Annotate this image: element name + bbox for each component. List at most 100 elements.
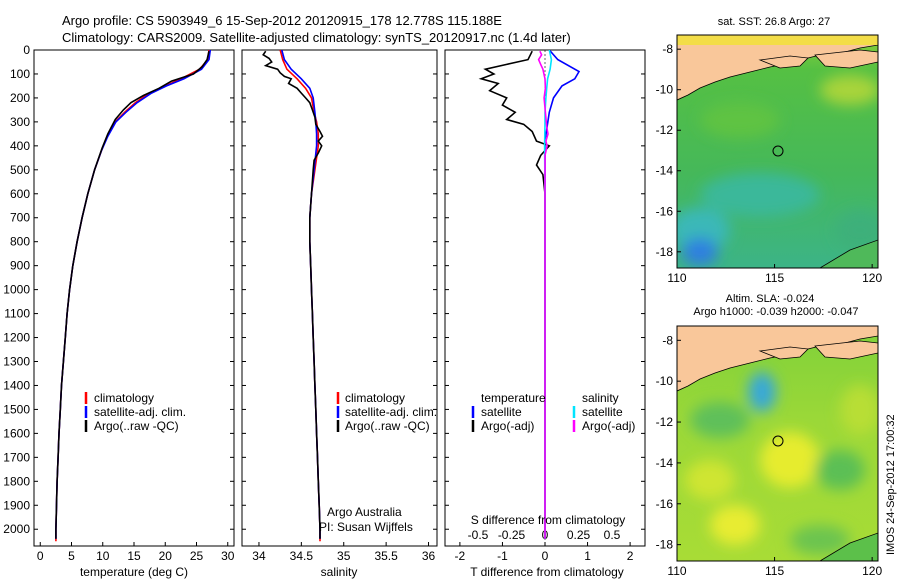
legend-label-climatology: climatology bbox=[94, 391, 154, 405]
difference-legend: temperature satellite Argo(-adj) salinit… bbox=[471, 391, 635, 433]
x-tick-label: 36 bbox=[422, 549, 436, 563]
annotation-pi: PI: Susan Wijffels bbox=[319, 520, 413, 534]
sst-field-texture bbox=[677, 75, 878, 266]
map-y-tick-label: -18 bbox=[656, 245, 674, 259]
y-tick-label: 1800 bbox=[3, 474, 30, 488]
map-x-tick-label: 120 bbox=[862, 271, 882, 285]
sst-land-australia bbox=[819, 239, 878, 268]
legend-label-temp-argo: Argo(-adj) bbox=[481, 419, 534, 433]
x-tick-label: 35.5 bbox=[374, 549, 398, 563]
map-y-tick-label: -8 bbox=[662, 42, 673, 56]
legend-label-argo: Argo(..raw -QC) bbox=[345, 419, 430, 433]
x-tick-label: 34 bbox=[252, 549, 266, 563]
series-line-argo-raw-qc- bbox=[262, 50, 324, 539]
legend-label-satellite: satellite-adj. clim. bbox=[345, 405, 437, 419]
difference-y-ticks bbox=[445, 49, 645, 530]
series-line-argo-raw-qc- bbox=[55, 51, 210, 539]
legend-label-temp-satellite: satellite bbox=[481, 405, 522, 419]
y-tick-label: 400 bbox=[10, 139, 30, 153]
difference-x-axis-label: T difference from climatology bbox=[470, 565, 624, 579]
y-tick-label: 900 bbox=[10, 259, 30, 273]
title-line-1: Argo profile: CS 5903949_6 15-Sep-2012 2… bbox=[62, 13, 502, 28]
sla-land-australia bbox=[819, 532, 878, 561]
legend-label-climatology: climatology bbox=[345, 391, 405, 405]
y-tick-label: 200 bbox=[10, 91, 30, 105]
map-y-tick-label: -8 bbox=[662, 333, 673, 347]
sla-map-title-2: Argo h1000: -0.039 h2000: -0.047 bbox=[693, 306, 858, 318]
sst-map-title: sat. SST: 26.8 Argo: 27 bbox=[718, 16, 831, 28]
y-tick-label: 300 bbox=[10, 115, 30, 129]
y-tick-label: 600 bbox=[10, 187, 30, 201]
y-tick-label: 1600 bbox=[3, 426, 30, 440]
series-line-salinity-argo-adj- bbox=[537, 50, 549, 539]
sst-land-bali bbox=[758, 55, 809, 69]
difference-panel: -2 -1 0 1 2 -0.5 -0.25 0 0.25 0.5 T difference f… bbox=[444, 49, 646, 579]
sla-land-bali bbox=[758, 346, 809, 360]
x-tick-label: 5 bbox=[68, 549, 75, 563]
annotation-argo-australia: Argo Australia bbox=[327, 505, 402, 519]
sla-map-title-1: Altim. SLA: -0.024 bbox=[726, 293, 815, 305]
y-tick-label: 1000 bbox=[3, 283, 30, 297]
map-y-tick-label: -18 bbox=[656, 538, 674, 552]
legend-label-sal-argo: Argo(-adj) bbox=[582, 419, 635, 433]
legend-label-sal-satellite: satellite bbox=[582, 405, 623, 419]
salinity-legend: climatology satellite-adj. clim. Argo(..… bbox=[336, 391, 437, 433]
sla-map-frame bbox=[676, 325, 879, 562]
temperature-plot-frame bbox=[33, 49, 235, 547]
x-tick-label: 0 bbox=[542, 549, 549, 563]
y-tick-label: 800 bbox=[10, 235, 30, 249]
top-tick-label: -0.25 bbox=[498, 528, 526, 542]
y-tick-label: 1100 bbox=[4, 307, 30, 321]
x-tick-label: 35 bbox=[337, 549, 351, 563]
salinity-lines bbox=[262, 50, 324, 542]
x-tick-label: 1 bbox=[584, 549, 591, 563]
temperature-lines bbox=[55, 50, 212, 542]
map-y-tick-label: -14 bbox=[656, 456, 674, 470]
sst-land-nusa bbox=[814, 49, 878, 69]
legend-title-temperature: temperature bbox=[481, 391, 546, 405]
difference-lines bbox=[478, 50, 581, 539]
map-y-tick-label: -10 bbox=[656, 83, 674, 97]
temperature-panel: 0100200300400500600700800900100011001200… bbox=[3, 43, 234, 579]
salinity-plot-frame bbox=[241, 49, 438, 547]
title-line-2: Climatology: CARS2009. Satellite-adjuste… bbox=[62, 30, 571, 45]
map-x-tick-label: 120 bbox=[862, 564, 882, 578]
imos-timestamp: IMOS 24-Sep-2012 17:00:32 bbox=[885, 414, 897, 555]
sla-land-nusa bbox=[814, 340, 878, 360]
map-x-tick-label: 115 bbox=[765, 564, 784, 578]
x-tick-label: 30 bbox=[221, 549, 235, 563]
sla-map-panel: Altim. SLA: -0.024 Argo h1000: -0.039 h2… bbox=[656, 293, 883, 578]
sst-map-frame bbox=[676, 34, 879, 269]
x-tick-label: 10 bbox=[96, 549, 110, 563]
salinity-y-ticks bbox=[242, 49, 437, 530]
sst-map-ticks: 110 115 120 -8 -10 -12 -14 -16 -18 bbox=[656, 42, 883, 285]
x-tick-label: -2 bbox=[455, 549, 466, 563]
map-x-tick-label: 110 bbox=[667, 271, 686, 285]
y-tick-label: 1300 bbox=[3, 354, 30, 368]
difference-x-ticks: -2 -1 0 1 2 bbox=[455, 542, 634, 563]
y-tick-label: 700 bbox=[10, 211, 30, 225]
top-tick-label: 0.25 bbox=[567, 528, 591, 542]
top-tick-label: -0.5 bbox=[468, 528, 489, 542]
salinity-panel: 34 34.5 35 35.5 36 salinity climatology sate… bbox=[241, 49, 438, 579]
temperature-y-ticks: 0 100 200 300 400 500 600 700 800 900 1000 1100 1200… bbox=[3, 43, 234, 536]
map-y-tick-label: -12 bbox=[656, 415, 674, 429]
temperature-legend: climatology satellite-adj. clim. Argo(..… bbox=[84, 391, 186, 433]
sla-map-ticks: 110 115 120 -8 -10 -12 -14 -16 -18 bbox=[656, 333, 883, 578]
x-tick-label: 2 bbox=[627, 549, 634, 563]
salinity-x-axis-label: salinity bbox=[321, 565, 358, 579]
y-tick-label: 0 bbox=[23, 43, 30, 57]
y-tick-label: 1900 bbox=[3, 498, 30, 512]
sst-map-panel: sat. SST: 26.8 Argo: 27 110 115 120 -8 -10 -1… bbox=[656, 16, 883, 285]
x-tick-label: 34.5 bbox=[290, 549, 314, 563]
sst-argo-marker bbox=[772, 145, 784, 157]
y-tick-label: 500 bbox=[10, 163, 30, 177]
map-y-tick-label: -12 bbox=[656, 123, 674, 137]
legend-label-satellite: satellite-adj. clim. bbox=[94, 405, 186, 419]
x-tick-label: 20 bbox=[159, 549, 173, 563]
x-tick-label: 0 bbox=[37, 549, 44, 563]
x-tick-label: 15 bbox=[127, 549, 141, 563]
map-y-tick-label: -16 bbox=[656, 497, 674, 511]
salinity-x-ticks: 34 34.5 35 35.5 36 bbox=[252, 542, 436, 563]
